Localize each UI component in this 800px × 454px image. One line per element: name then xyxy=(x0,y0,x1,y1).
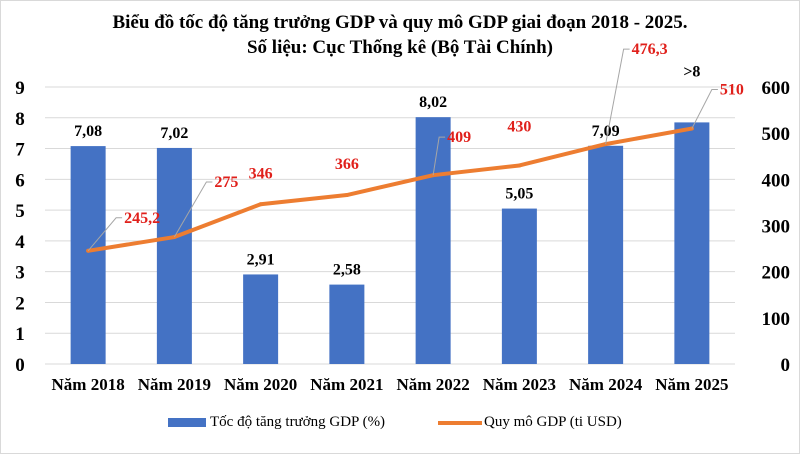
line-data-label: 430 xyxy=(507,118,531,135)
label-leader-line xyxy=(691,89,718,129)
bar-2 xyxy=(243,274,279,364)
bar-1 xyxy=(156,147,192,364)
x-tick-label: Năm 2020 xyxy=(224,375,297,394)
y-left-tick-label: 2 xyxy=(15,293,25,314)
y-left-tick-label: 4 xyxy=(15,232,25,253)
y-right-tick-label: 100 xyxy=(762,309,791,330)
y-right-tick-label: 200 xyxy=(762,263,791,284)
x-tick-label: Năm 2024 xyxy=(569,375,643,394)
gdp-line xyxy=(87,126,693,253)
y-left-tick-label: 0 xyxy=(15,355,25,376)
gdp-point-2 xyxy=(258,202,263,207)
line-data-label: 275 xyxy=(214,174,238,191)
bar-6 xyxy=(588,145,624,364)
y-right-tick-label: 600 xyxy=(762,78,791,99)
bar-data-label: 7,02 xyxy=(160,125,188,142)
y-left-tick-label: 3 xyxy=(15,263,25,284)
y-left-tick-label: 9 xyxy=(15,78,25,99)
y-right-tick-label: 0 xyxy=(781,355,791,376)
label-leader-line xyxy=(87,217,123,252)
y-left-tick-label: 6 xyxy=(15,170,25,191)
bar-4 xyxy=(415,117,451,364)
bar-data-label: 7,08 xyxy=(74,123,102,140)
y-right-tick-label: 500 xyxy=(762,124,791,145)
legend-item-growth: Tốc độ tăng trưởng GDP (%) xyxy=(168,414,385,431)
x-tick-label: Năm 2022 xyxy=(397,375,470,394)
bar-data-label: 7,09 xyxy=(592,123,620,140)
y-left-tick-label: 1 xyxy=(15,324,25,345)
y-right-tick-label: 300 xyxy=(762,217,791,238)
label-leader-line xyxy=(173,181,213,238)
bar-5 xyxy=(501,208,537,364)
chart-title: Biểu đồ tốc độ tăng trưởng GDP và quy mô… xyxy=(112,12,688,33)
bar-data-label: 8,02 xyxy=(419,94,447,111)
bar-data-label: 2,58 xyxy=(333,262,361,279)
chart-subtitle: Số liệu: Cục Thống kê (Bộ Tài Chính) xyxy=(246,37,554,58)
label-leader-line xyxy=(605,48,630,145)
bar-data-label: 2,91 xyxy=(247,251,275,268)
bar-0 xyxy=(70,146,106,364)
bar-3 xyxy=(329,284,365,364)
y-left-tick-label: 8 xyxy=(15,109,25,130)
gdp-point-3 xyxy=(344,193,349,198)
y-right-tick-label: 400 xyxy=(762,170,791,191)
line-data-label: 409 xyxy=(447,129,471,146)
legend-label-growth: Tốc độ tăng trưởng GDP (%) xyxy=(210,414,386,430)
legend-item-gdp: Quy mô GDP (ti USD) xyxy=(438,414,622,431)
x-tick-label: Năm 2023 xyxy=(483,375,556,394)
x-tick-label: Năm 2018 xyxy=(52,375,125,394)
line-data-label: 245,2 xyxy=(124,210,160,227)
bar-7 xyxy=(674,122,710,365)
x-tick-label: Năm 2021 xyxy=(310,375,383,394)
x-tick-label: Năm 2025 xyxy=(655,375,728,394)
bar-data-label: >8 xyxy=(683,63,700,80)
legend-swatch-bar xyxy=(168,418,206,427)
line-data-label: 366 xyxy=(335,156,359,173)
gdp-point-5 xyxy=(517,163,522,168)
x-tick-label: Năm 2019 xyxy=(138,375,211,394)
label-leader-line xyxy=(432,136,446,176)
line-data-label: 346 xyxy=(249,165,273,182)
legend-swatch-line xyxy=(438,420,482,425)
legend-label-gdp: Quy mô GDP (ti USD) xyxy=(484,414,622,430)
line-data-label: 510 xyxy=(720,82,744,99)
y-left-tick-label: 7 xyxy=(15,140,25,161)
line-data-label: 476,3 xyxy=(632,41,668,58)
y-left-tick-label: 5 xyxy=(15,201,25,222)
bar-data-label: 5,05 xyxy=(505,186,533,203)
